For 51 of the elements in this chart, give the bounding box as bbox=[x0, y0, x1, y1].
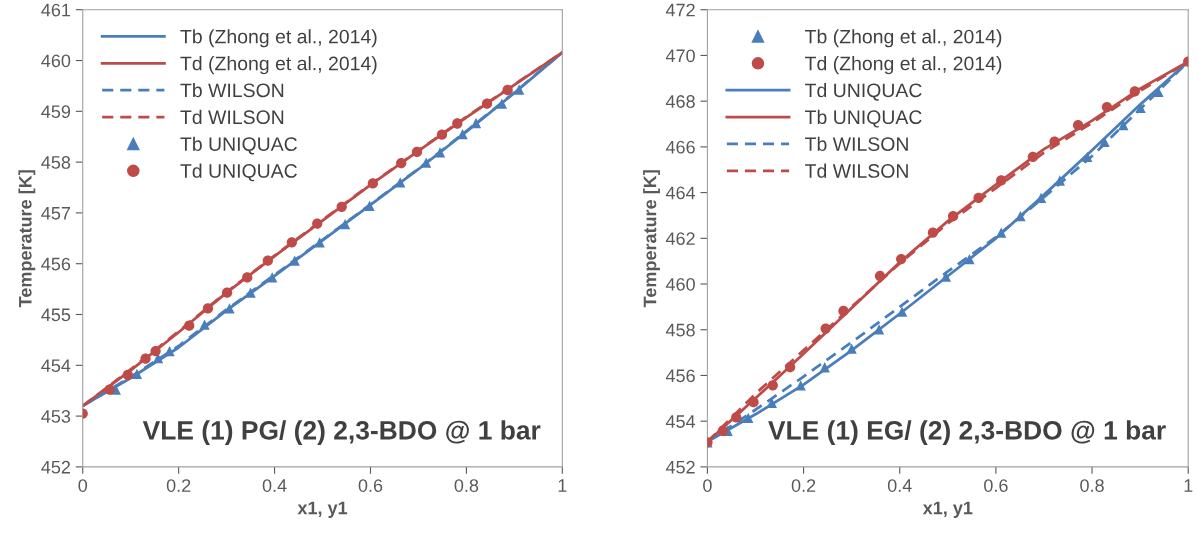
y-tick-label: 458 bbox=[41, 156, 71, 169]
legend-label: Tb (Zhong et al., 2014) bbox=[180, 29, 377, 48]
x-axis-title: x1, y1 bbox=[297, 501, 348, 518]
legend-label: Td (Zhong et al., 2014) bbox=[805, 56, 1002, 75]
x-tick-label: 0.6 bbox=[358, 479, 383, 492]
y-tick-label: 455 bbox=[41, 308, 71, 322]
legend-label: Td UNIQUAC bbox=[805, 82, 922, 101]
annotation: VLE (1) PG/ (2) 2,3-BDO @ 1 bar bbox=[142, 420, 541, 445]
y-tick-label: 461 bbox=[41, 3, 71, 17]
y-tick-label: 458 bbox=[665, 323, 695, 337]
legend-label: Tb WILSON bbox=[805, 136, 908, 151]
y-axis-title: Temperature [K] bbox=[18, 170, 36, 308]
y-axis-title: Temperature [K] bbox=[643, 170, 660, 308]
x-tick-label: 0.4 bbox=[887, 479, 912, 492]
y-tick-label: 456 bbox=[665, 369, 695, 383]
x-tick-label: 0.2 bbox=[791, 479, 816, 492]
y-tick-label: 460 bbox=[41, 54, 71, 68]
y-tick-label: 452 bbox=[41, 460, 71, 474]
legend-label: Td WILSON bbox=[180, 109, 284, 125]
legend-label: Tb UNIQUAC bbox=[805, 109, 922, 128]
y-tick-label: 460 bbox=[665, 277, 695, 291]
y-tick-label: 454 bbox=[41, 359, 71, 373]
x-axis-title: x1, y1 bbox=[922, 501, 973, 518]
x-tick-label: 1 bbox=[1184, 479, 1193, 492]
y-tick-label: 452 bbox=[665, 460, 695, 474]
legend-label: Td WILSON bbox=[805, 163, 908, 178]
x-tick-label: 0.4 bbox=[262, 479, 287, 492]
annotation: VLE (1) EG/ (2) 2,3-BDO @ 1 bar bbox=[768, 420, 1166, 445]
y-tick-label: 466 bbox=[665, 140, 695, 154]
y-tick-label: 453 bbox=[41, 410, 71, 423]
legend-label: Td UNIQUAC bbox=[180, 163, 297, 182]
legend-label: Tb UNIQUAC bbox=[180, 136, 297, 155]
y-tick-label: 457 bbox=[41, 207, 71, 220]
y-tick-label: 456 bbox=[41, 257, 71, 271]
y-tick-label: 454 bbox=[665, 415, 696, 428]
x-tick-label: 0.2 bbox=[166, 479, 191, 492]
x-tick-label: 0.6 bbox=[984, 479, 1008, 492]
y-tick-label: 459 bbox=[41, 105, 71, 119]
x-tick-label: 1 bbox=[558, 479, 567, 492]
legend-label: Tb (Zhong et al., 2014) bbox=[805, 29, 1002, 48]
legend-label: Tb WILSON bbox=[180, 82, 284, 98]
x-tick-label: 0 bbox=[703, 479, 712, 492]
x-tick-label: 0 bbox=[78, 479, 88, 492]
x-tick-label: 0.8 bbox=[1080, 479, 1104, 492]
y-tick-label: 470 bbox=[665, 49, 695, 63]
legend-label: Td (Zhong et al., 2014) bbox=[180, 56, 377, 75]
x-tick-label: 0.8 bbox=[454, 479, 479, 492]
y-tick-label: 472 bbox=[665, 3, 695, 17]
y-tick-label: 464 bbox=[665, 186, 696, 200]
y-tick-label: 468 bbox=[665, 95, 695, 108]
y-tick-label: 462 bbox=[665, 232, 695, 246]
